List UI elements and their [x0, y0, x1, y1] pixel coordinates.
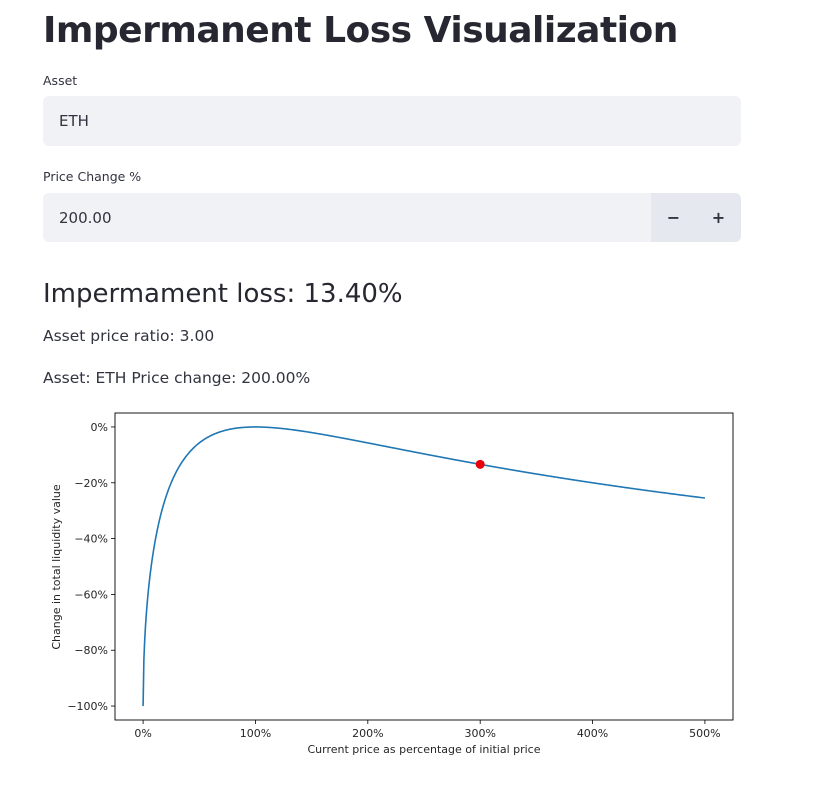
y-tick-label: −80% — [74, 644, 108, 657]
y-axis-label: Change in total liquidity value — [50, 484, 63, 650]
x-axis-ticks: 0% 100% 200% 300% 400% 500% — [134, 720, 721, 740]
price-change-number-field: − + — [43, 193, 741, 242]
y-tick-label: −40% — [74, 533, 108, 546]
asset-price-change-text: Asset: ETH Price change: 200.00% — [43, 369, 311, 387]
price-ratio-text: Asset price ratio: 3.00 — [43, 327, 215, 345]
x-tick-label: 400% — [577, 727, 608, 740]
x-tick-label: 300% — [464, 727, 495, 740]
y-tick-label: −100% — [67, 700, 108, 713]
x-tick-label: 500% — [689, 727, 720, 740]
impermanent-loss-heading: Impermament loss: 13.40% — [43, 279, 403, 309]
x-tick-label: 200% — [352, 727, 383, 740]
y-axis-ticks: 0% −20% −40% −60% −80% −100% — [67, 421, 115, 713]
plot-area-frame — [114, 412, 734, 721]
y-tick-label: −60% — [74, 588, 108, 601]
price-change-label: Price Change % — [43, 169, 142, 184]
x-axis-label: Current price as percentage of initial p… — [308, 743, 541, 756]
x-tick-label: 0% — [134, 727, 151, 740]
y-tick-label: 0% — [91, 421, 108, 434]
impermanent-loss-curve — [142, 426, 706, 707]
chart-layer: 0% 100% 200% 300% 400% 500% 0% −20% −40% −60% −80… — [50, 412, 734, 756]
asset-label: Asset — [43, 73, 78, 88]
increment-button[interactable]: + — [696, 193, 741, 242]
x-tick-label: 100% — [240, 727, 271, 740]
y-tick-label: −20% — [74, 477, 108, 490]
price-change-input[interactable] — [43, 193, 651, 242]
page-title: Impermanent Loss Visualization — [43, 10, 678, 51]
asset-input[interactable] — [43, 96, 741, 146]
decrement-button[interactable]: − — [651, 193, 696, 242]
current-price-marker — [475, 459, 485, 469]
